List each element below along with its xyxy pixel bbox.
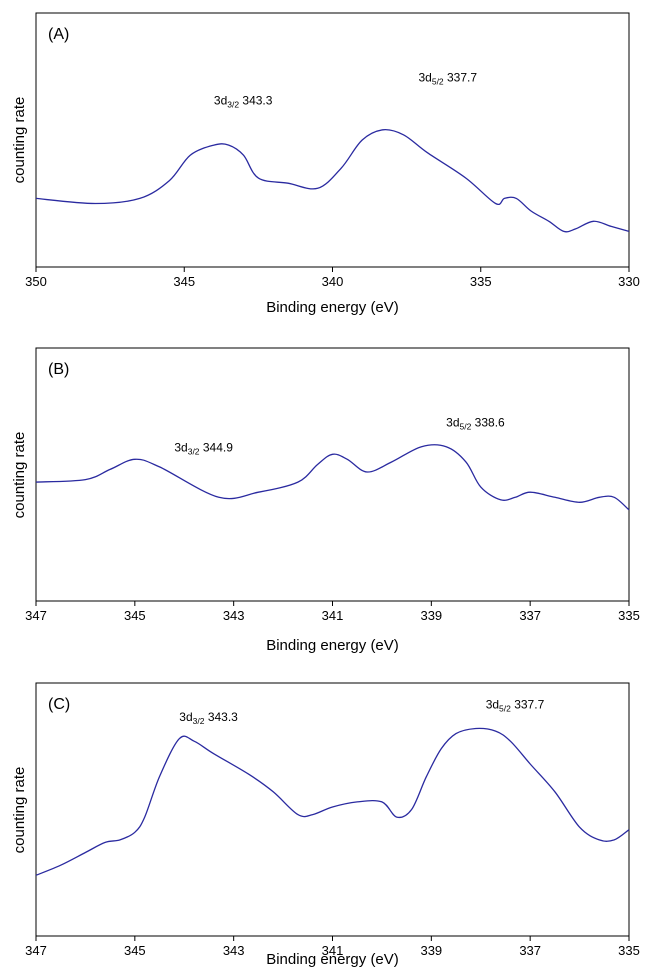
plot-frame xyxy=(35,12,630,268)
x-tick-label: 339 xyxy=(420,943,442,958)
x-tick-label: 337 xyxy=(519,943,541,958)
plot-frame xyxy=(35,347,630,602)
peak-annotation: 3d5/2 337.7 xyxy=(418,71,477,87)
peak-annotation: 3d5/2 337.7 xyxy=(486,697,545,713)
peak-annotation: 3d3/2 343.3 xyxy=(214,93,273,109)
x-tick-label: 347 xyxy=(25,943,47,958)
panel-label: (C) xyxy=(48,696,70,713)
y-axis-label: counting rate xyxy=(11,767,28,854)
x-tick-label: 335 xyxy=(618,943,640,958)
x-tick-label: 343 xyxy=(223,943,245,958)
panel-label: (B) xyxy=(48,361,69,378)
peak-annotation: 3d3/2 344.9 xyxy=(174,441,233,457)
x-axis-label: Binding energy (eV) xyxy=(266,637,399,654)
x-tick-label: 345 xyxy=(173,274,195,289)
x-tick-label: 343 xyxy=(223,608,245,623)
x-tick-label: 347 xyxy=(25,608,47,623)
spectrum-line xyxy=(35,727,630,876)
x-tick-label: 330 xyxy=(618,274,640,289)
y-axis-label: counting rate xyxy=(11,97,28,184)
x-tick-label: 335 xyxy=(618,608,640,623)
x-tick-label: 337 xyxy=(519,608,541,623)
panel-2: 347 345 343 341 339 337 335 Binding energy (eV)… xyxy=(11,347,640,654)
x-tick-label: 339 xyxy=(420,608,442,623)
peak-annotation: 3d3/2 343.3 xyxy=(179,710,238,726)
x-tick-label: 335 xyxy=(470,274,492,289)
x-tick-label: 345 xyxy=(124,608,146,623)
panel-3: 347 345 343 341 339 337 335 Binding energy (eV)… xyxy=(11,682,640,968)
x-tick-label: 345 xyxy=(124,943,146,958)
x-tick-label: 341 xyxy=(322,943,344,958)
plot-frame xyxy=(35,682,630,937)
y-axis-label: counting rate xyxy=(11,432,28,519)
peak-annotation: 3d5/2 338.6 xyxy=(446,415,505,431)
x-tick-label: 350 xyxy=(25,274,47,289)
panel-1: 350 345 340 335 330 Binding energy (eV) counti… xyxy=(11,12,640,316)
x-axis-label: Binding energy (eV) xyxy=(266,299,399,316)
spectrum-line xyxy=(35,444,630,511)
panel-label: (A) xyxy=(48,26,69,43)
x-axis-label: Binding energy (eV) xyxy=(266,951,399,968)
x-tick-label: 341 xyxy=(322,608,344,623)
spectrum-line xyxy=(35,128,630,233)
x-tick-label: 340 xyxy=(322,274,344,289)
